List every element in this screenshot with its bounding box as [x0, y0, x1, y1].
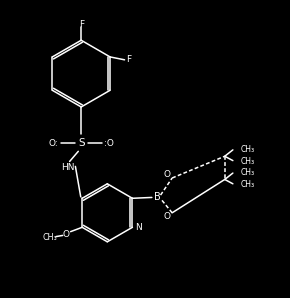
Text: CH₃: CH₃ — [43, 233, 58, 242]
Text: O: O — [164, 212, 171, 221]
Text: O: O — [63, 230, 70, 239]
Text: F: F — [79, 20, 84, 29]
Text: S: S — [78, 138, 84, 148]
Text: CH₃: CH₃ — [241, 180, 255, 189]
Text: F: F — [126, 55, 131, 64]
Text: O: O — [164, 170, 171, 179]
Text: CH₃: CH₃ — [241, 145, 255, 153]
Text: CH₃: CH₃ — [241, 157, 255, 166]
Text: O:: O: — [49, 139, 59, 148]
Text: CH₃: CH₃ — [241, 168, 255, 177]
Text: B: B — [154, 192, 160, 202]
Text: N: N — [135, 223, 142, 232]
Text: HN: HN — [61, 163, 75, 172]
Text: :O: :O — [104, 139, 114, 148]
